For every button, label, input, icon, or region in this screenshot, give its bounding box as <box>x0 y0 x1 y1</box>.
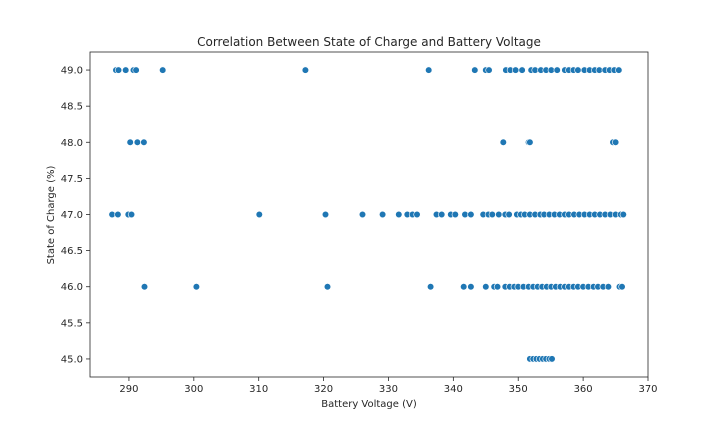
data-point <box>159 66 167 74</box>
data-point <box>485 66 493 74</box>
data-point <box>467 210 475 219</box>
data-point <box>192 283 200 291</box>
chart-title: Correlation Between State of Charge and … <box>197 35 541 49</box>
data-points <box>108 66 627 363</box>
x-tick-label: 310 <box>249 384 268 395</box>
data-point <box>518 66 526 74</box>
data-point <box>495 210 503 219</box>
data-point <box>140 138 148 146</box>
data-point <box>460 283 468 291</box>
data-point <box>255 210 263 219</box>
y-tick-label: 48.0 <box>61 138 83 149</box>
data-point <box>615 66 623 74</box>
data-point <box>132 66 140 74</box>
x-tick-label: 320 <box>314 384 333 395</box>
data-point <box>413 210 421 219</box>
data-point <box>114 210 122 219</box>
data-point <box>122 66 130 74</box>
data-point <box>451 210 459 219</box>
data-point <box>511 66 520 74</box>
data-point <box>471 66 479 74</box>
y-tick-label: 46.5 <box>61 246 83 257</box>
x-tick-label: 370 <box>638 384 657 395</box>
data-point <box>301 66 310 74</box>
x-axis-label: Battery Voltage (V) <box>321 399 417 410</box>
y-tick-label: 45.5 <box>61 318 83 329</box>
y-tick-label: 45.0 <box>61 354 83 365</box>
data-point <box>467 283 475 291</box>
data-point <box>482 283 490 291</box>
data-point <box>114 66 123 74</box>
x-tick-label: 350 <box>509 384 528 395</box>
y-tick-label: 47.5 <box>61 174 83 185</box>
data-point <box>321 210 330 219</box>
data-point <box>379 210 387 219</box>
data-point <box>619 210 627 219</box>
y-axis-label: State of Charge (%) <box>46 165 57 264</box>
data-point <box>127 210 136 219</box>
x-tick-label: 360 <box>574 384 593 395</box>
data-point <box>574 66 582 74</box>
y-axis: 45.0 45.5 46.0 46.5 47.0 47.5 48.0 48.5 49.0 <box>61 66 90 365</box>
data-point <box>438 210 446 219</box>
data-point <box>548 355 556 363</box>
x-tick-label: 290 <box>119 384 138 395</box>
data-point <box>505 210 513 219</box>
data-point <box>553 66 561 74</box>
data-point <box>604 283 613 291</box>
data-point <box>611 138 620 146</box>
data-point <box>488 210 496 219</box>
data-point <box>358 210 367 219</box>
x-tick-label: 340 <box>444 384 463 395</box>
y-tick-label: 47.0 <box>61 210 83 221</box>
y-tick-label: 48.5 <box>61 102 83 113</box>
data-point <box>618 283 626 291</box>
data-point <box>395 210 403 219</box>
data-point <box>425 66 433 74</box>
data-point <box>126 138 134 146</box>
data-point <box>499 138 507 146</box>
x-axis: 290 300 310 320 330 340 350 360 370 <box>119 377 658 395</box>
data-point <box>427 283 435 291</box>
x-tick-label: 330 <box>379 384 398 395</box>
data-point <box>526 138 534 146</box>
data-point <box>140 283 149 291</box>
y-tick-label: 46.0 <box>61 282 83 293</box>
data-point <box>133 138 141 146</box>
data-point <box>493 283 502 291</box>
y-tick-label: 49.0 <box>61 66 83 77</box>
data-point <box>323 283 332 291</box>
x-tick-label: 300 <box>184 384 203 395</box>
